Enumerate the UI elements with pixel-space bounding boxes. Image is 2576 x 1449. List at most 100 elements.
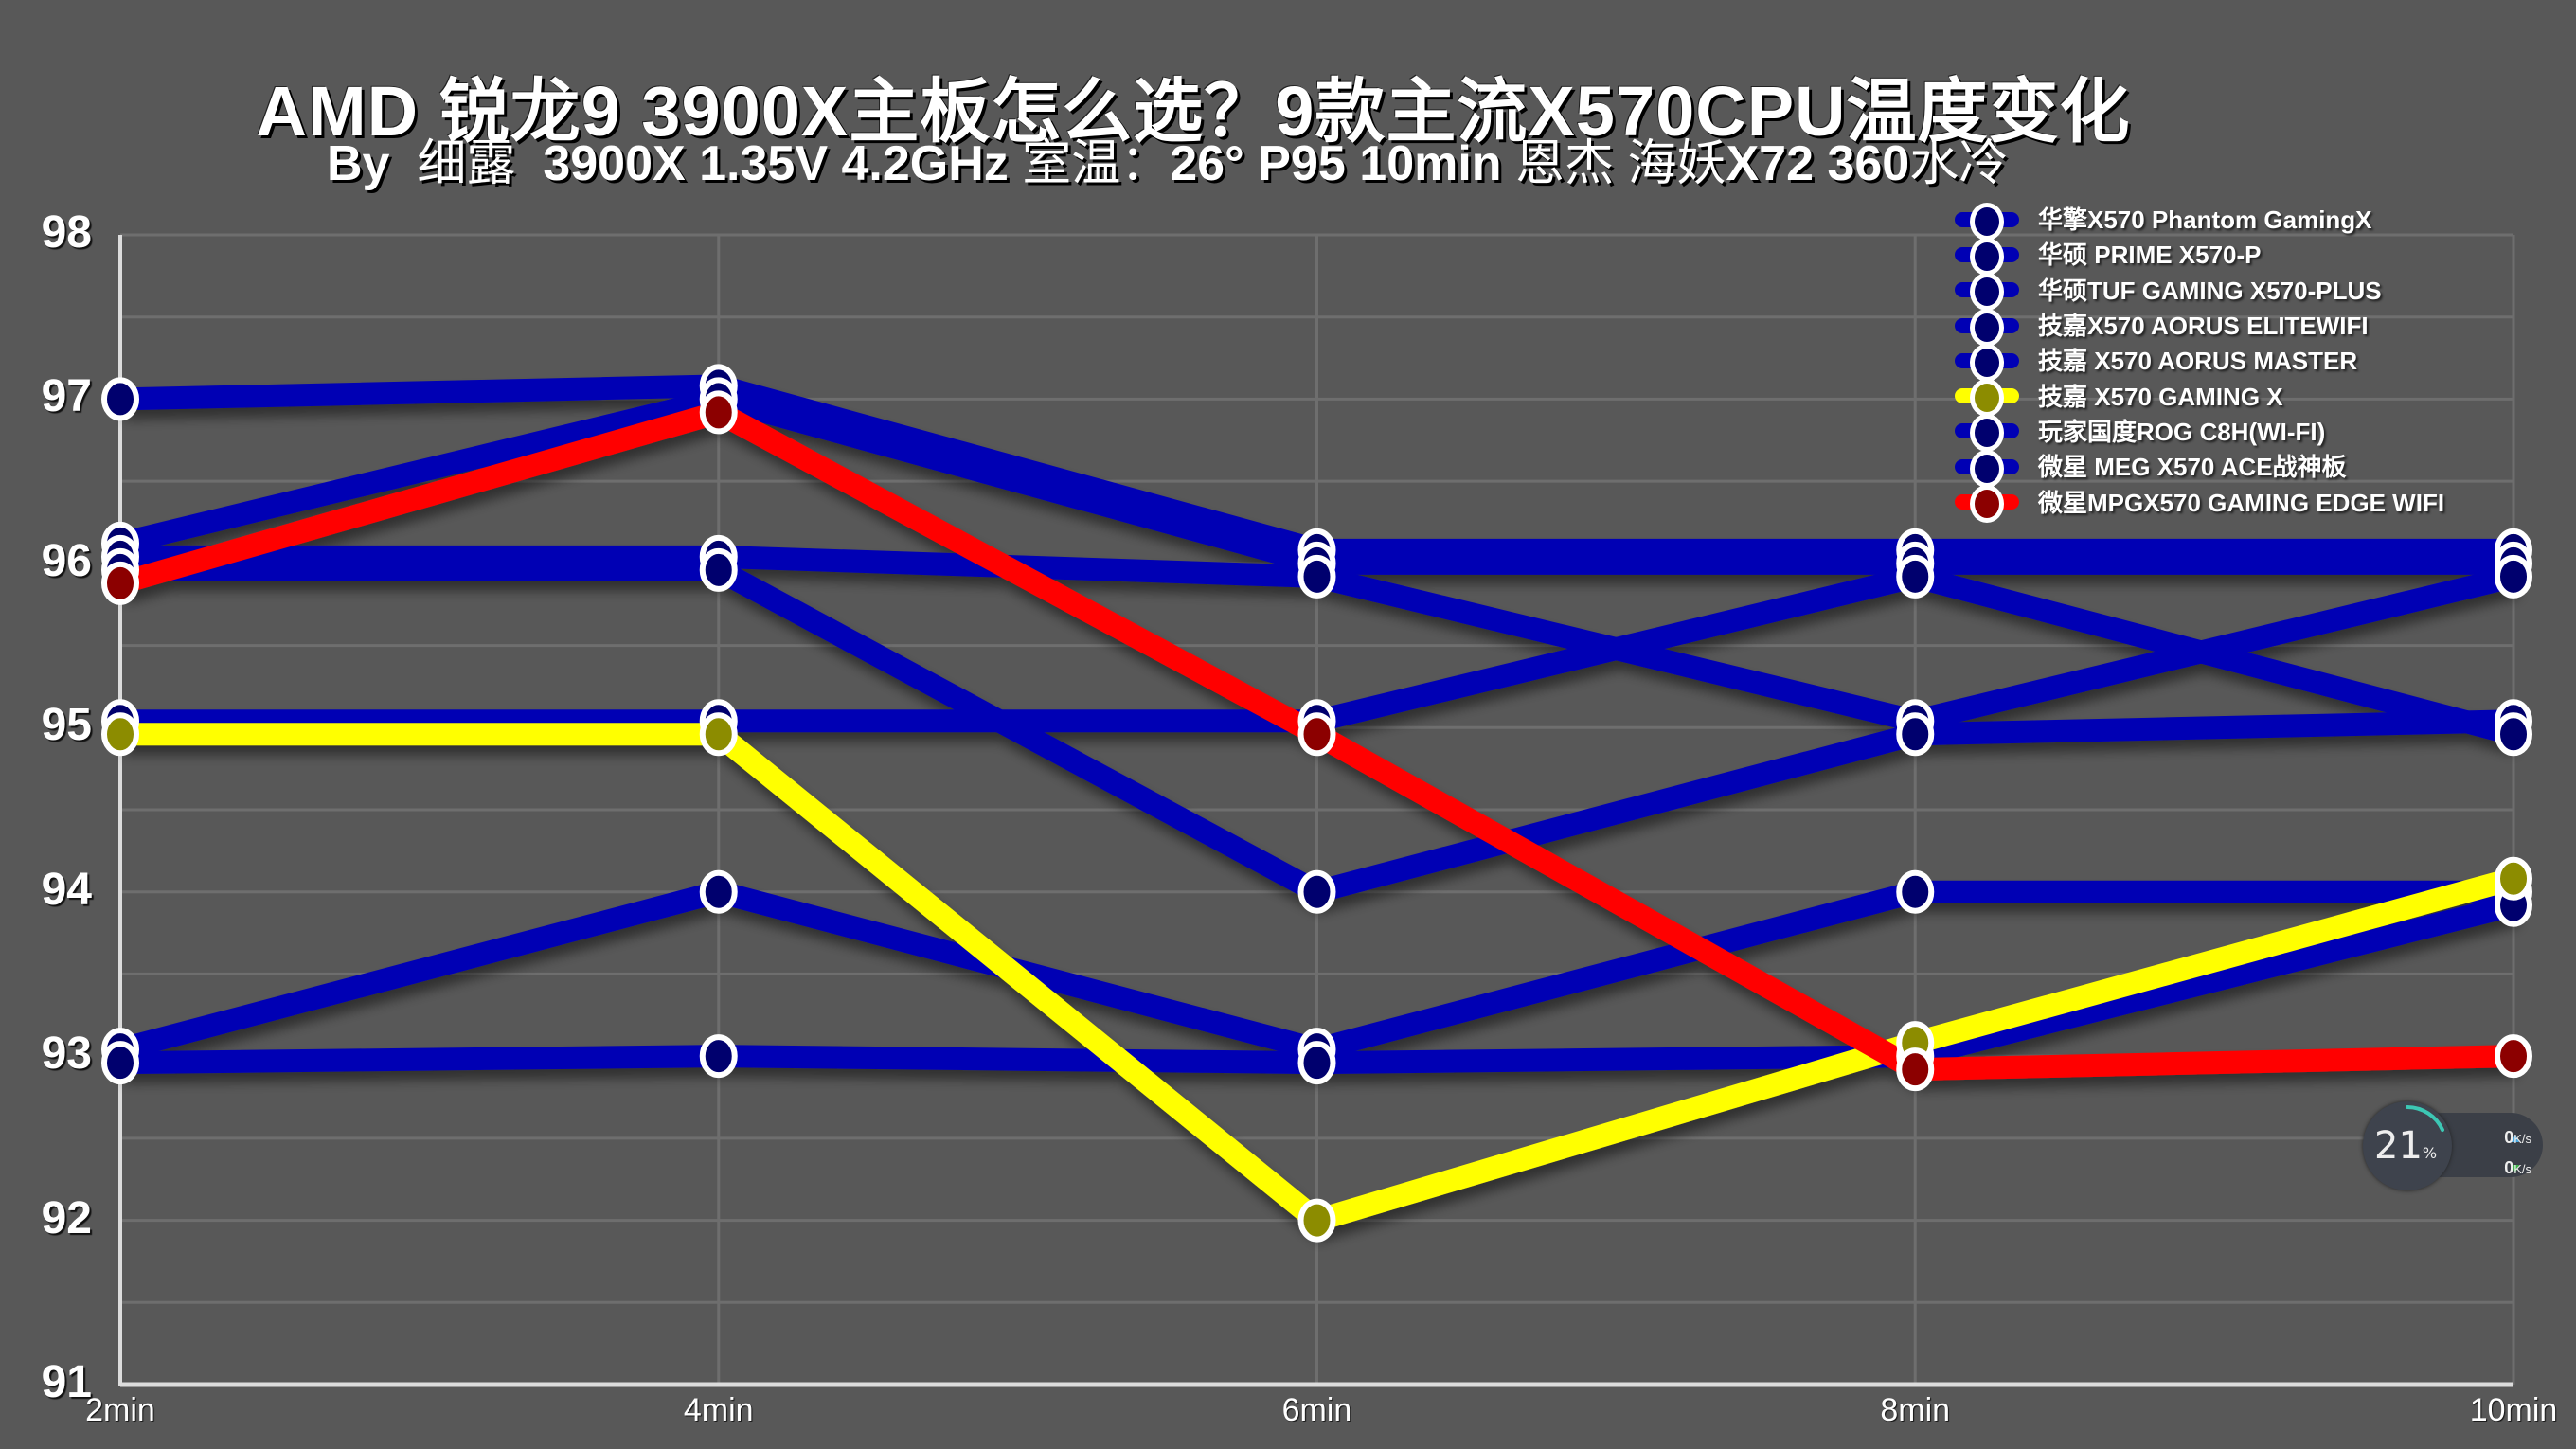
data-point-marker[interactable] xyxy=(2495,712,2532,757)
x-tick-label: 2min xyxy=(85,1392,155,1428)
chart-legend: 华擎X570 Phantom GamingX 华硕 PRIME X570-P 华硕T… xyxy=(1951,201,2445,524)
series-markers xyxy=(101,364,2532,1243)
data-point-marker[interactable] xyxy=(699,390,738,435)
legend-label: 技嘉X570 AORUS ELITEWIFI xyxy=(2038,312,2369,341)
system-monitor-widget[interactable]: ▲ 0K/s ▼ 0K/s 21% xyxy=(2363,1101,2543,1190)
x-tick-label: 4min xyxy=(683,1392,754,1428)
legend-marker-icon xyxy=(1970,379,2004,418)
chart-title-text: AMD 锐龙9 3900X主板怎么选？9款主流X570CPU温度变化 xyxy=(256,72,2131,151)
data-point-marker[interactable] xyxy=(699,712,738,757)
legend-label: 技嘉 X570 AORUS MASTER xyxy=(2038,347,2358,376)
download-arrow-icon: ▼ xyxy=(2509,1160,2522,1175)
legend-marker-icon xyxy=(1970,202,2004,241)
subtitle-room-label: 室温： xyxy=(1022,136,1171,191)
x-tick-label: 10min xyxy=(2469,1392,2558,1428)
legend-item[interactable]: 技嘉 X570 AORUS MASTER xyxy=(1951,342,2444,382)
legend-label: 微星 MEG X570 ACE战神板 xyxy=(2038,453,2347,482)
upload-arrow-icon: ▲ xyxy=(2509,1130,2522,1145)
y-tick-label: 93 xyxy=(41,1029,92,1080)
legend-item[interactable]: 技嘉X570 AORUS ELITEWIFI xyxy=(1951,307,2444,347)
y-tick-label: 96 xyxy=(41,535,92,586)
data-point-marker[interactable] xyxy=(101,1041,139,1085)
x-tick-label: 8min xyxy=(1880,1392,1951,1428)
legend-swatch-icon xyxy=(1951,202,2027,241)
data-point-marker[interactable] xyxy=(1297,712,1336,757)
legend-label: 华擎X570 Phantom GamingX xyxy=(2038,206,2372,235)
data-point-marker[interactable] xyxy=(2495,1034,2532,1079)
subtitle-author: 细露 xyxy=(417,136,516,191)
data-point-marker[interactable] xyxy=(699,1034,738,1079)
upload-value: 0 xyxy=(2504,1128,2514,1147)
data-point-marker[interactable] xyxy=(101,712,139,757)
data-point-marker[interactable] xyxy=(1297,1198,1336,1243)
legend-swatch-icon xyxy=(1951,485,2027,524)
legend-swatch-icon xyxy=(1951,273,2027,312)
legend-marker-icon xyxy=(1970,308,2004,347)
axis-lines xyxy=(118,235,2513,1387)
data-point-marker[interactable] xyxy=(2495,554,2532,599)
legend-item[interactable]: 微星MPGX570 GAMING EDGE WIFI xyxy=(1951,483,2445,524)
subtitle-cooler-model: X72 360 xyxy=(1726,136,1910,191)
cpu-usage-arc-icon xyxy=(2406,1105,2444,1132)
legend-marker-icon xyxy=(1970,449,2004,488)
chart-title: AMD 锐龙9 3900X主板怎么选？9款主流X570CPU温度变化 xyxy=(0,55,2576,156)
legend-item[interactable]: 华硕TUF GAMING X570-PLUS xyxy=(1951,272,2444,312)
y-tick-label: 92 xyxy=(41,1192,92,1243)
data-point-marker[interactable] xyxy=(1297,554,1336,599)
data-point-marker[interactable] xyxy=(1896,1047,1935,1092)
cpu-percent-value: 21 xyxy=(2374,1124,2423,1168)
upload-unit: K/s xyxy=(2513,1132,2531,1146)
subtitle-by: By xyxy=(327,136,390,191)
y-tick-label: 97 xyxy=(41,371,92,422)
chart-subtitle: By 细露 3900X 1.35V 4.2GHz 室温：26° P95 10mi… xyxy=(327,123,2008,194)
y-tick-label: 95 xyxy=(41,700,92,751)
download-speed: 0K/s xyxy=(2504,1158,2531,1178)
cpu-percent-sign: % xyxy=(2422,1144,2438,1162)
legend-marker-icon xyxy=(1970,237,2004,276)
download-unit: K/s xyxy=(2513,1162,2531,1176)
cpu-usage-gauge: 21% xyxy=(2363,1101,2452,1190)
subtitle-cpu: 3900X 1.35V 4.2GHz xyxy=(543,136,1009,191)
legend-swatch-icon xyxy=(1951,449,2027,488)
data-point-marker[interactable] xyxy=(2495,856,2532,901)
legend-label: 玩家国度ROG C8H(WI-FI) xyxy=(2038,417,2326,446)
data-point-marker[interactable] xyxy=(1896,712,1935,757)
legend-label: 技嘉 X570 GAMING X xyxy=(2038,382,2283,411)
data-point-marker[interactable] xyxy=(699,547,738,592)
legend-label: 华硕 PRIME X570-P xyxy=(2038,241,2262,270)
upload-speed: 0K/s xyxy=(2504,1128,2531,1148)
legend-marker-icon xyxy=(1970,485,2004,524)
subtitle-room-value: 26° P95 10min xyxy=(1170,136,1502,191)
download-value: 0 xyxy=(2504,1158,2514,1177)
legend-swatch-icon xyxy=(1951,343,2027,382)
legend-marker-icon xyxy=(1970,343,2004,382)
legend-swatch-icon xyxy=(1951,237,2027,276)
legend-swatch-icon xyxy=(1951,308,2027,347)
legend-swatch-icon xyxy=(1951,379,2027,418)
legend-item[interactable]: 微星 MEG X570 ACE战神板 xyxy=(1951,448,2444,488)
data-point-marker[interactable] xyxy=(1297,869,1336,914)
legend-item[interactable]: 玩家国度ROG C8H(WI-FI) xyxy=(1951,413,2444,453)
legend-swatch-icon xyxy=(1951,414,2027,453)
subtitle-cooler-brand: 恩杰 海妖 xyxy=(1515,136,1726,191)
y-tick-label: 91 xyxy=(41,1357,92,1407)
legend-label: 华硕TUF GAMING X570-PLUS xyxy=(2038,276,2382,305)
data-point-marker[interactable] xyxy=(1297,1041,1336,1085)
data-point-marker[interactable] xyxy=(101,561,139,605)
data-point-marker[interactable] xyxy=(101,377,139,421)
data-point-marker[interactable] xyxy=(1896,869,1935,914)
y-tick-label: 98 xyxy=(41,207,92,258)
legend-item[interactable]: 技嘉 X570 GAMING X xyxy=(1951,377,2444,418)
y-tick-label: 94 xyxy=(41,864,92,915)
legend-marker-icon xyxy=(1970,414,2004,453)
data-point-marker[interactable] xyxy=(699,869,738,914)
data-point-marker[interactable] xyxy=(1896,554,1935,599)
cpu-usage-percent: 21% xyxy=(2374,1124,2437,1168)
legend-marker-icon xyxy=(1970,273,2004,312)
legend-item[interactable]: 华擎X570 Phantom GamingX xyxy=(1951,201,2444,241)
legend-label: 微星MPGX570 GAMING EDGE WIFI xyxy=(2038,488,2445,517)
subtitle-cooler-type: 水冷 xyxy=(1909,136,2009,191)
legend-item[interactable]: 华硕 PRIME X570-P xyxy=(1951,236,2444,276)
x-tick-label: 6min xyxy=(1281,1392,1352,1428)
